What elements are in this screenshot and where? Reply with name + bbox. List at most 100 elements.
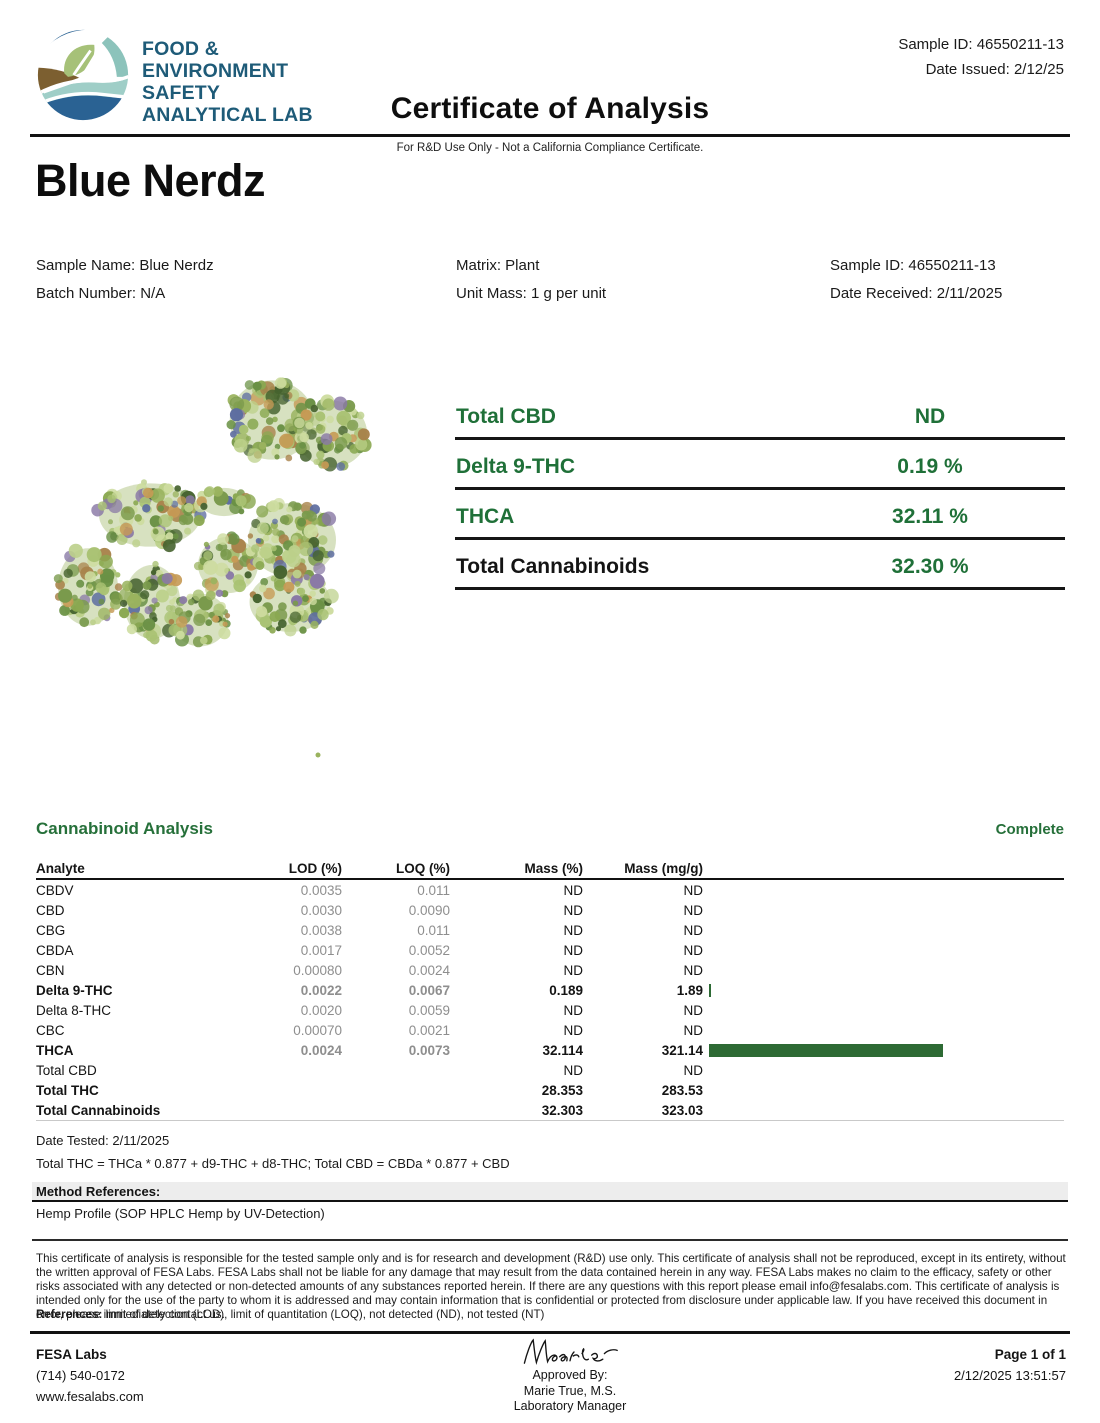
- summary-value: 32.30 %: [891, 555, 969, 578]
- bar-cell: [703, 1040, 1064, 1060]
- table-cell: ND: [683, 922, 704, 938]
- summary-label: Total Cannabinoids: [456, 555, 650, 578]
- table-cell: ND: [683, 962, 704, 978]
- table-cell: 1.89: [676, 982, 703, 998]
- logo-line: SAFETY: [142, 82, 221, 104]
- table-cell: 321.14: [661, 1042, 703, 1058]
- table-cell: ND: [563, 902, 584, 918]
- summary-results: Total CBD ND Delta 9-THC 0.19 % THCA 32.…: [455, 390, 1065, 590]
- table-row: Delta 8-THC 0.0020 0.0059 ND ND: [36, 1000, 1064, 1020]
- lab-logo: FOOD & ENVIRONMENT SAFETY ANALYTICAL LAB: [36, 28, 313, 126]
- summary-value: 0.19 %: [897, 455, 963, 478]
- method-reference-value: Hemp Profile (SOP HPLC Hemp by UV-Detect…: [36, 1206, 325, 1221]
- lab-logo-wordmark: FOOD & ENVIRONMENT SAFETY ANALYTICAL LAB: [142, 38, 313, 126]
- table-cell: ND: [563, 942, 584, 958]
- sample-info-col1: Sample Name: Blue Nerdz Batch Number: N/…: [36, 252, 214, 307]
- header-meta: Sample ID: 46550211-13 Date Issued: 2/12…: [898, 32, 1064, 82]
- bar-cell: [703, 940, 1064, 960]
- matrix: Matrix: Plant: [456, 257, 540, 274]
- sample-id-header: Sample ID: 46550211-13: [898, 36, 1064, 53]
- cannabinoid-analysis-title: Cannabinoid Analysis: [36, 819, 213, 838]
- footer-page-info: Page 1 of 1 2/12/2025 13:51:57: [954, 1344, 1066, 1386]
- summary-row-total-cbd: Total CBD ND: [455, 390, 1065, 440]
- divider: [32, 1239, 1068, 1241]
- table-cell: ND: [563, 922, 584, 938]
- table-cell: 32.303: [541, 1102, 583, 1118]
- summary-value: ND: [914, 405, 946, 428]
- table-cell: CBN: [36, 962, 65, 978]
- table-cell: ND: [563, 962, 584, 978]
- table-cell: 0.0073: [408, 1042, 450, 1058]
- table-row: CBDV 0.0035 0.011 ND ND: [36, 880, 1064, 900]
- table-cell: 0.011: [417, 882, 450, 898]
- col-mass-mgg: Mass (mg/g): [624, 861, 703, 876]
- bar-cell: [703, 1020, 1064, 1040]
- footer-website: www.fesalabs.com: [36, 1389, 144, 1404]
- signature-icon: [523, 1338, 618, 1365]
- bar-cell: [703, 920, 1064, 940]
- summary-row-thca: THCA 32.11 %: [455, 490, 1065, 540]
- table-cell: CBC: [36, 1022, 65, 1038]
- batch-number: Batch Number: N/A: [36, 284, 166, 302]
- table-row: CBN 0.00080 0.0024 ND ND: [36, 960, 1064, 980]
- bar-cell: [703, 980, 1064, 1000]
- table-cell: 283.53: [661, 1082, 703, 1098]
- summary-row-delta9-thc: Delta 9-THC 0.19 %: [455, 440, 1065, 490]
- table-cell: 0.0090: [408, 902, 450, 918]
- table-cell: ND: [683, 1022, 704, 1038]
- sample-id: Sample ID: 46550211-13: [830, 257, 996, 274]
- table-cell: Total Cannabinoids: [36, 1102, 161, 1118]
- summary-label: THCA: [456, 505, 515, 528]
- table-cell: 0.00080: [293, 962, 342, 978]
- table-cell: Delta 9-THC: [36, 982, 113, 998]
- table-cell: CBG: [36, 922, 66, 938]
- footer-lab-info: FESA Labs (714) 540-0172 www.fesalabs.co…: [36, 1344, 144, 1407]
- table-cell: 0.0038: [300, 922, 342, 938]
- table-cell: 0.011: [417, 922, 450, 938]
- table-cell: ND: [563, 882, 584, 898]
- logo-line: ANALYTICAL LAB: [142, 104, 313, 126]
- footer-phone: (714) 540-0172: [36, 1368, 125, 1383]
- col-analyte: Analyte: [36, 861, 85, 876]
- page-number: Page 1 of 1: [994, 1347, 1066, 1362]
- method-references-title: Method References:: [36, 1184, 161, 1199]
- col-loq: LOQ (%): [396, 861, 450, 876]
- status-complete: Complete: [995, 821, 1064, 838]
- summary-label: Delta 9-THC: [456, 455, 576, 478]
- table-row: CBC 0.00070 0.0021 ND ND: [36, 1020, 1064, 1040]
- table-row: CBG 0.0038 0.011 ND ND: [36, 920, 1064, 940]
- table-cell: CBDA: [36, 942, 74, 958]
- summary-label: Total CBD: [456, 405, 556, 428]
- document-subtitle: For R&D Use Only - Not a California Comp…: [396, 142, 704, 154]
- table-cell: 0.0021: [408, 1022, 450, 1038]
- summary-value: 32.11 %: [892, 505, 968, 528]
- table-cell: ND: [683, 942, 704, 958]
- bar-cell: [703, 1080, 1064, 1100]
- table-cell: ND: [683, 1002, 704, 1018]
- table-cell: ND: [683, 1062, 704, 1078]
- table-cell: ND: [563, 1062, 584, 1078]
- table-cell: Total CBD: [36, 1062, 97, 1078]
- table-cell: 0.0067: [408, 982, 450, 998]
- table-row: THCA 0.0024 0.0073 32.114 321.14: [36, 1040, 1064, 1060]
- table-cell: 0.0052: [408, 942, 450, 958]
- table-cell: ND: [683, 882, 704, 898]
- references-label: References:: [36, 1308, 103, 1321]
- table-cell: CBD: [36, 902, 65, 918]
- header-divider: [30, 134, 1070, 137]
- date-received: Date Received: 2/11/2025: [830, 284, 1003, 302]
- table-cell: 0.0035: [300, 882, 342, 898]
- col-lod: LOD (%): [288, 861, 342, 876]
- table-cell: 0.0020: [300, 1002, 342, 1018]
- table-cell: 0.0024: [300, 1042, 342, 1058]
- cannabinoid-table: Analyte LOD (%) LOQ (%) Mass (%) Mass (m…: [36, 859, 1064, 1121]
- table-cell: 0.0030: [300, 902, 342, 918]
- footer-lab-name: FESA Labs: [36, 1347, 107, 1362]
- table-row: Delta 9-THC 0.0022 0.0067 0.189 1.89: [36, 980, 1064, 1000]
- table-row: Total THC 28.353 283.53: [36, 1080, 1064, 1100]
- approver-title: Laboratory Manager: [513, 1399, 627, 1413]
- table-header-row: Analyte LOD (%) LOQ (%) Mass (%) Mass (m…: [36, 859, 1064, 880]
- references-text: limit of detection (LOD), limit of quant…: [102, 1308, 545, 1321]
- sample-info-col2: Matrix: Plant Unit Mass: 1 g per unit: [456, 252, 606, 307]
